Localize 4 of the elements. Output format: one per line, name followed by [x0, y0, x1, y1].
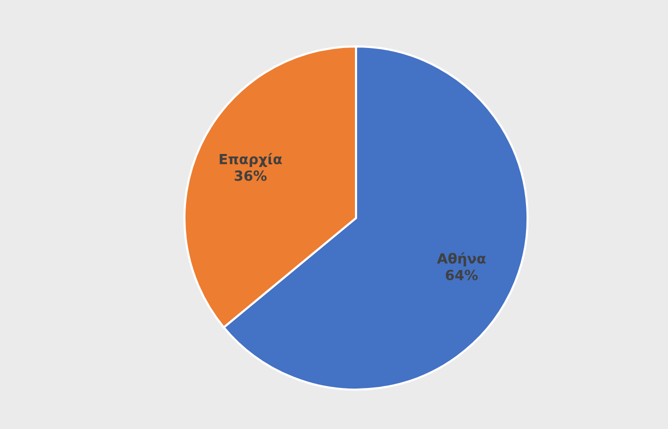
data-label: 64% [446, 270, 478, 280]
slice-label: Αθήνα [437, 252, 486, 266]
data-label: 36% [234, 170, 267, 181]
slice-label: Επαρχία [220, 153, 282, 168]
